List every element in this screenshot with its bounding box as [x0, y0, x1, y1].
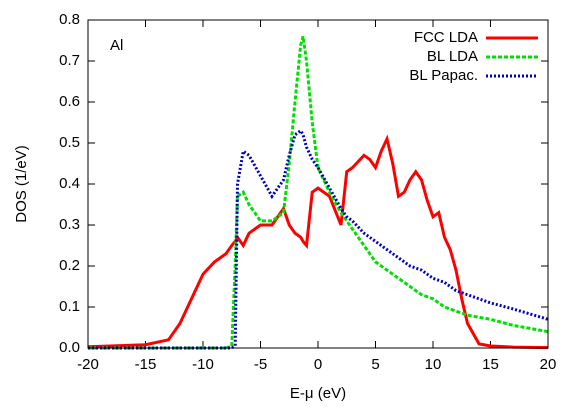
y-tick-label: 0.3 [59, 216, 80, 233]
x-tick-label: 10 [425, 356, 442, 373]
x-tick-label: 5 [371, 356, 379, 373]
y-tick-label: 0.5 [59, 134, 80, 151]
x-tick-label: 0 [314, 356, 322, 373]
x-tick-label: 15 [482, 356, 499, 373]
y-tick-label: 0.7 [59, 52, 80, 69]
y-tick-label: 0.1 [59, 298, 80, 315]
y-tick-label: 0.2 [59, 257, 80, 274]
legend-label: BL LDA [427, 48, 478, 65]
annotation: Al [110, 37, 123, 54]
x-tick-label: 20 [540, 356, 557, 373]
plot-frame [87, 19, 549, 349]
y-tick-label: 0.4 [59, 175, 80, 192]
legend-label: BL Papac. [409, 67, 478, 84]
y-tick-label: 0.0 [59, 339, 80, 356]
x-tick-label: -5 [254, 356, 267, 373]
legend-label: FCC LDA [414, 29, 478, 46]
line [88, 128, 549, 350]
line [88, 35, 549, 350]
x-axis-label: E-μ (eV) [290, 385, 346, 402]
x-tick-label: -10 [192, 356, 214, 373]
y-axis-label: DOS (1/eV) [13, 145, 30, 223]
y-tick-label: 0.8 [59, 11, 80, 28]
x-tick-label: -15 [135, 356, 157, 373]
x-tick-label: -20 [77, 356, 99, 373]
y-tick-label: 0.6 [59, 93, 80, 110]
line [87, 134, 549, 350]
